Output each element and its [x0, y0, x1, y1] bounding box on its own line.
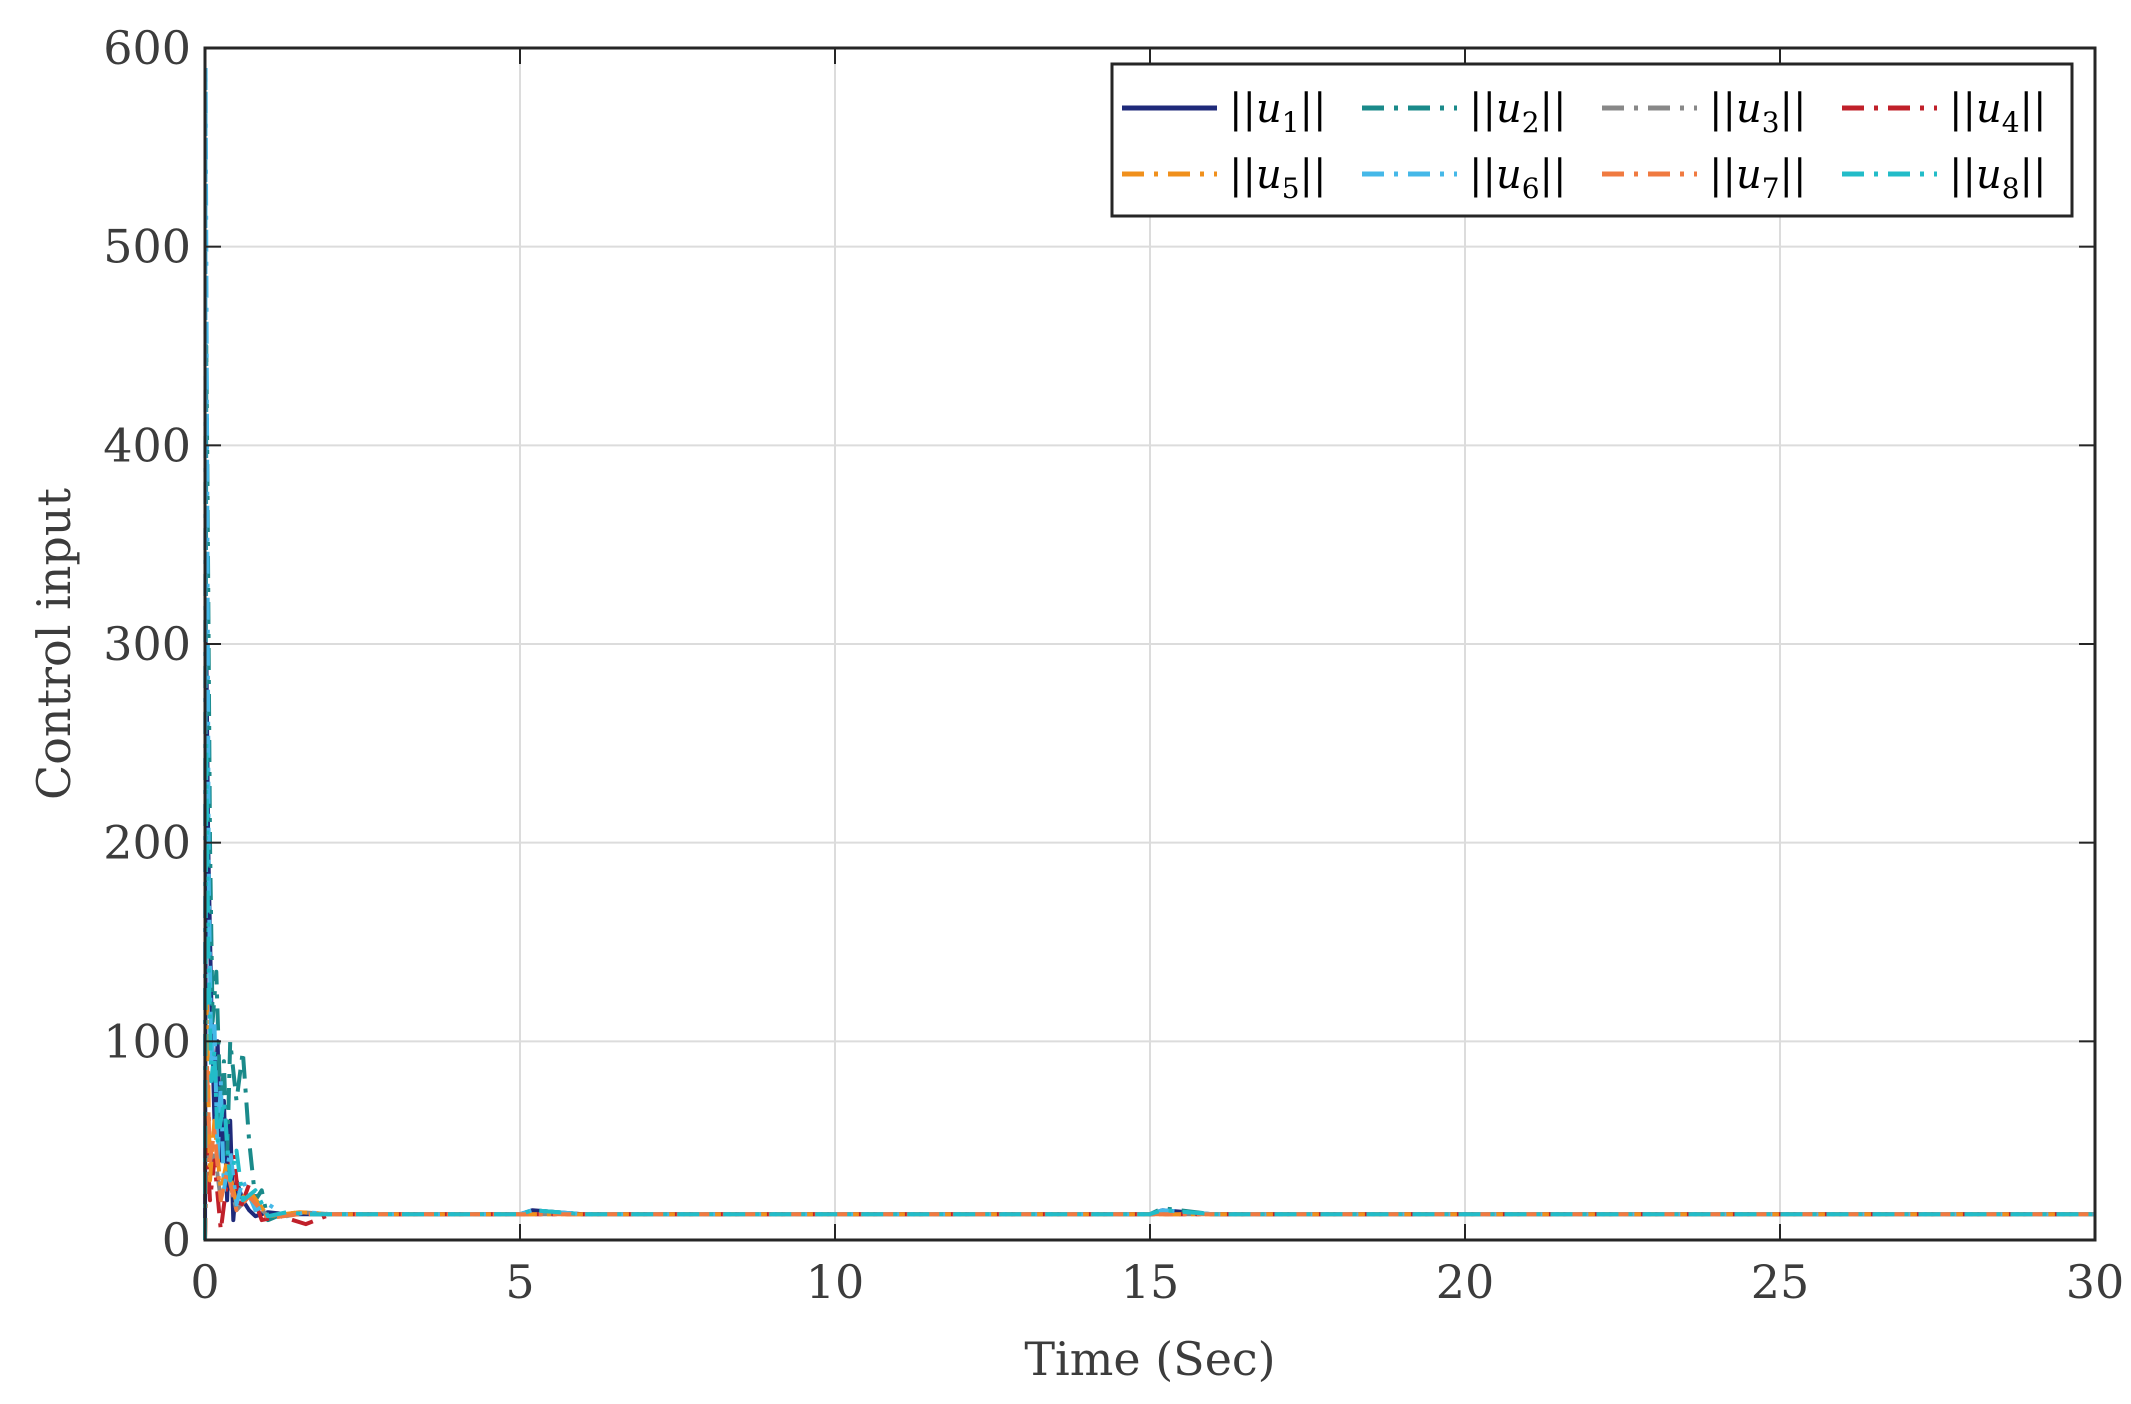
legend-entry: ||u4||	[1949, 86, 2047, 139]
x-tick-label: 0	[190, 1255, 219, 1309]
y-tick-label: 300	[103, 617, 191, 671]
legend-label-main: ||u	[1469, 86, 1522, 132]
series-group	[203, 65, 2095, 1241]
series-line-u8	[203, 741, 2095, 1241]
y-axis-label: Control input	[27, 488, 81, 800]
legend: ||u1|| ||u2|| ||u3|| ||u4||||u5|| ||u6|| ||u7…	[1110, 62, 2074, 218]
legend-label-sub: 6	[1522, 172, 1540, 205]
x-tick-label: 10	[806, 1255, 865, 1309]
legend-label-sub: 8	[2002, 172, 2020, 205]
x-tick-label: 5	[505, 1255, 534, 1309]
legend-label-main: ||u	[1949, 152, 2002, 198]
y-tick-label: 400	[103, 418, 191, 472]
legend-entry: ||u2||	[1469, 86, 1567, 139]
legend-label-sub: 7	[1762, 172, 1780, 205]
legend-entry: ||u7||	[1709, 152, 1807, 205]
x-tick-label: 25	[1751, 1255, 1810, 1309]
y-tick-label: 200	[103, 816, 191, 870]
legend-entry: ||u5||	[1229, 152, 1327, 205]
x-tick-label: 15	[1121, 1255, 1180, 1309]
legend-label-main: ||u	[1709, 152, 1762, 198]
legend-label-sub: 2	[1522, 106, 1540, 139]
legend-label-end: ||	[2020, 152, 2047, 198]
legend-label-main: ||u	[1469, 152, 1522, 198]
legend-label-end: ||	[1780, 152, 1807, 198]
legend-label-sub: 3	[1762, 106, 1780, 139]
tick-group	[204, 47, 2096, 1241]
legend-label-end: ||	[1780, 86, 1807, 132]
legend-label-end: ||	[1540, 86, 1567, 132]
legend-label-end: ||	[1540, 152, 1567, 198]
x-tick-label: 20	[1436, 1255, 1495, 1309]
legend-label-end: ||	[2020, 86, 2047, 132]
legend-label-main: ||u	[1229, 152, 1282, 198]
legend-box	[1110, 62, 2074, 218]
legend-label-main: ||u	[1709, 86, 1762, 132]
legend-label-sub: 1	[1282, 106, 1300, 139]
y-tick-label: 100	[103, 1014, 191, 1068]
legend-entry: ||u1||	[1229, 86, 1327, 139]
legend-label-end: ||	[1300, 86, 1327, 132]
legend-entry: ||u3||	[1709, 86, 1807, 139]
legend-entry: ||u6||	[1469, 152, 1567, 205]
legend-label-sub: 5	[1282, 172, 1300, 205]
legend-label-main: ||u	[1949, 86, 2002, 132]
legend-label-main: ||u	[1229, 86, 1282, 132]
legend-label-end: ||	[1300, 152, 1327, 198]
x-axis-label: Time (Sec)	[1024, 1332, 1275, 1386]
x-tick-label: 30	[2066, 1255, 2125, 1309]
y-tick-label: 600	[103, 21, 191, 75]
y-tick-label: 0	[162, 1213, 191, 1267]
legend-entry: ||u8||	[1949, 152, 2047, 205]
series-line-u3	[203, 1118, 2095, 1241]
y-tick-label: 500	[103, 220, 191, 274]
legend-label-sub: 4	[2002, 106, 2020, 139]
